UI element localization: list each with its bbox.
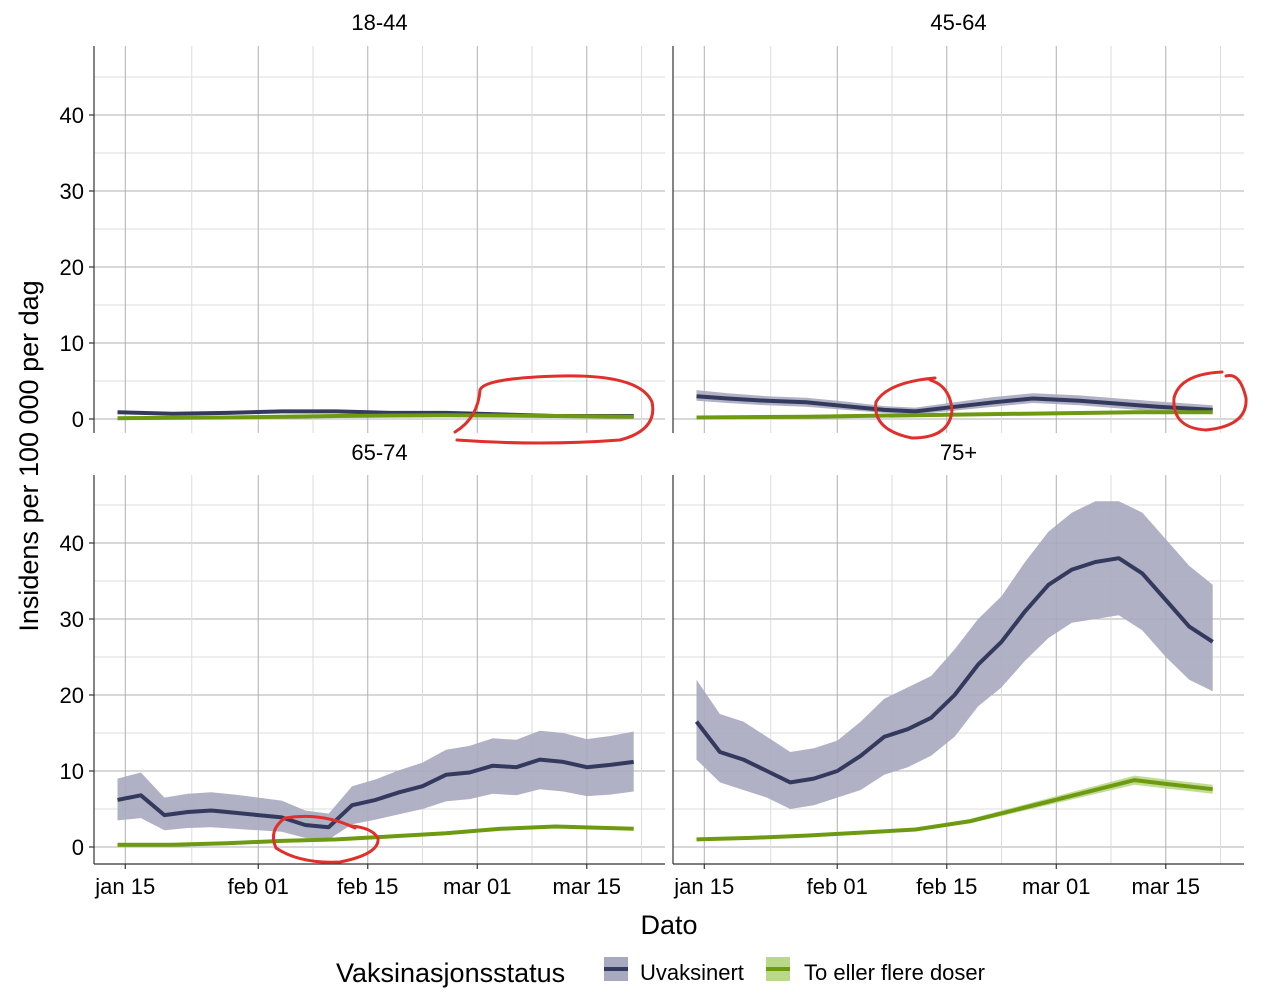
legend-item-to-eller-flere-doser: To eller flere doser bbox=[766, 957, 985, 985]
series-line-uvaksinert-75plus bbox=[694, 556, 1214, 785]
x-tick-label: jan 15 bbox=[94, 874, 155, 899]
y-tick-label: 10 bbox=[60, 759, 84, 784]
ci-band-uvaksinert-45-64 bbox=[696, 390, 1213, 415]
annotation-circle-45-64-mar bbox=[1172, 370, 1248, 432]
x-tick-label: mar 15 bbox=[553, 874, 621, 899]
series-line-doser-18-44 bbox=[117, 413, 634, 421]
y-tick-label: 20 bbox=[60, 255, 84, 280]
strip-label-65-74: 65-74 bbox=[351, 440, 407, 465]
y-tick-label: 30 bbox=[60, 607, 84, 632]
y-tick-label: 0 bbox=[72, 407, 84, 432]
series-line-uvaksinert-45-64 bbox=[696, 394, 1213, 414]
panel-75plus: 75+ jan 15 feb 01 feb 15 mar 01 mar 15 bbox=[672, 440, 1244, 899]
panel-18-44: 18-44 0 10 20 30 40 bbox=[60, 10, 665, 433]
legend-label-to-eller-flere-doser: To eller flere doser bbox=[804, 960, 985, 985]
x-tick-label: mar 15 bbox=[1132, 874, 1200, 899]
y-tick-label: 0 bbox=[72, 835, 84, 860]
series-line-doser-45-64 bbox=[696, 410, 1213, 420]
series-line-doser-65-74 bbox=[117, 824, 634, 847]
x-tick-label: feb 01 bbox=[228, 874, 289, 899]
x-tick-label: mar 01 bbox=[1022, 874, 1090, 899]
y-tick-label: 10 bbox=[60, 331, 84, 356]
legend-label-uvaksinert: Uvaksinert bbox=[640, 960, 744, 985]
y-tick-label: 40 bbox=[60, 531, 84, 556]
y-tick-label: 40 bbox=[60, 103, 84, 128]
x-tick-label: mar 01 bbox=[443, 874, 511, 899]
legend: Vaksinasjonsstatus Uvaksinert To eller f… bbox=[336, 957, 985, 988]
panels-layer: 18-44 0 10 20 30 40 45-64 65-74 0 10 20 30 40 jan 15 f… bbox=[60, 10, 1244, 899]
panel-45-64: 45-64 bbox=[672, 10, 1244, 433]
y-tick-label: 30 bbox=[60, 179, 84, 204]
x-axis-title: Dato bbox=[640, 910, 697, 940]
x-tick-label: feb 15 bbox=[916, 874, 977, 899]
ci-band-uvaksinert-65-74 bbox=[117, 730, 634, 840]
x-tick-label: jan 15 bbox=[673, 874, 734, 899]
annotations-layer bbox=[272, 370, 1248, 864]
y-tick-label: 20 bbox=[60, 683, 84, 708]
annotation-circle-45-64-feb bbox=[874, 376, 954, 440]
annotation-circle-18-44-right bbox=[453, 374, 655, 445]
strip-label-18-44: 18-44 bbox=[351, 10, 407, 35]
strip-label-45-64: 45-64 bbox=[930, 10, 986, 35]
legend-title: Vaksinasjonsstatus bbox=[336, 958, 565, 988]
annotation-circle-65-74-feb bbox=[272, 814, 380, 864]
series-line-doser-75plus bbox=[696, 778, 1213, 842]
strip-label-75plus: 75+ bbox=[940, 440, 977, 465]
x-tick-label: feb 01 bbox=[807, 874, 868, 899]
x-tick-label: feb 15 bbox=[337, 874, 398, 899]
y-axis-title: Insidens per 100 000 per dag bbox=[14, 280, 44, 631]
series-line-uvaksinert-65-74 bbox=[117, 757, 634, 830]
ci-band-uvaksinert-75plus bbox=[696, 501, 1213, 809]
legend-item-uvaksinert: Uvaksinert bbox=[604, 957, 744, 985]
panel-65-74: 65-74 0 10 20 30 40 jan 15 feb 01 feb 15 mar 01 ma… bbox=[60, 440, 665, 899]
